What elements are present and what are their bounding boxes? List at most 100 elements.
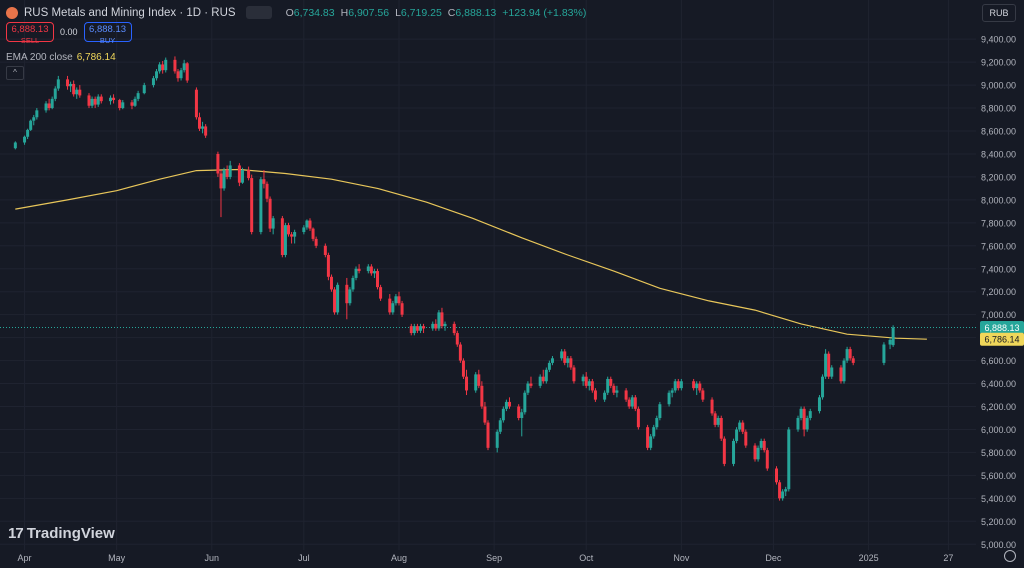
spread-value: 0.00 <box>60 27 78 37</box>
candle-down <box>851 358 855 363</box>
candle-up <box>142 85 146 94</box>
candle-down <box>326 254 330 277</box>
candle-up <box>155 71 159 79</box>
candle-up <box>418 326 422 331</box>
candle-up <box>756 447 760 460</box>
trade-buttons: 6,888.13 SELL 0.00 6,888.13 BUY <box>6 22 132 45</box>
candle-up <box>581 376 585 382</box>
candle-down <box>612 385 616 393</box>
candle-up <box>830 367 834 377</box>
candle-down <box>287 225 291 235</box>
symbol-title[interactable]: RUS Metals and Mining Index · 1D · RUS <box>24 6 236 19</box>
candle-down <box>333 289 337 313</box>
sell-button[interactable]: 6,888.13 SELL <box>6 22 54 45</box>
ema-legend-label: EMA 200 close <box>6 52 73 63</box>
candle-down <box>290 234 294 237</box>
candle-down <box>590 381 594 391</box>
candle-down <box>118 100 122 109</box>
candle-down <box>827 353 831 377</box>
candle-down <box>477 374 481 386</box>
y-tick-label: 8,800.00 <box>981 104 1016 114</box>
candle-down <box>762 440 766 451</box>
candle-down <box>397 296 401 304</box>
candle-up <box>799 408 803 418</box>
candle-up <box>566 358 570 363</box>
candle-up <box>547 362 551 370</box>
candle-down <box>452 323 456 334</box>
candle-up <box>670 390 674 393</box>
x-tick-label: Dec <box>765 553 782 563</box>
candle-up <box>158 64 162 72</box>
candle-down <box>237 165 241 183</box>
candle-down <box>204 126 208 136</box>
candle-up <box>658 404 662 418</box>
candle-up <box>474 374 478 391</box>
currency-selector[interactable]: RUB <box>982 4 1016 22</box>
candle-up <box>366 266 370 272</box>
candle-up <box>882 344 886 363</box>
tradingview-logo[interactable]: 17 TradingView <box>8 525 115 542</box>
candle-down <box>458 344 462 361</box>
candle-up <box>351 277 355 290</box>
candle-up <box>69 83 73 87</box>
candle-down <box>741 422 745 432</box>
candle-up <box>817 397 821 412</box>
x-tick-label: Jun <box>205 553 220 563</box>
candle-up <box>808 411 812 418</box>
candle-up <box>75 89 79 95</box>
candle-up <box>283 225 287 255</box>
ema-price-tag-bg <box>980 332 1024 346</box>
y-tick-label: 7,800.00 <box>981 218 1016 228</box>
candle-up <box>26 129 30 137</box>
candle-down <box>633 397 637 409</box>
chart-settings-icon[interactable] <box>1004 550 1016 562</box>
candle-down <box>710 399 714 414</box>
last-price-tag: 6,888.13 <box>984 323 1019 333</box>
candle-up <box>437 312 441 329</box>
sell-price: 6,888.13 <box>11 24 49 35</box>
y-tick-label: 5,200.00 <box>981 517 1016 527</box>
candle-down <box>197 117 201 129</box>
candle-up <box>821 376 825 398</box>
y-tick-label: 5,400.00 <box>981 494 1016 504</box>
x-tick-label: Apr <box>18 553 32 563</box>
candle-up <box>504 401 508 409</box>
collapse-legend-button[interactable]: ^ <box>6 66 24 80</box>
candle-down <box>66 79 70 87</box>
candle-down <box>744 431 748 446</box>
candle-down <box>507 401 511 407</box>
candle-up <box>560 351 564 359</box>
candle-down <box>93 98 97 105</box>
price-axis[interactable]: 5,000.00 5,200.00 5,400.00 5,600.00 5,800.00… <box>980 35 1024 550</box>
y-tick-label: 6,200.00 <box>981 402 1016 412</box>
candle-up <box>630 397 634 407</box>
candle-up <box>845 349 849 361</box>
x-tick-label: May <box>108 553 126 563</box>
candle-down <box>161 64 165 71</box>
candle-down <box>541 376 545 382</box>
candle-down <box>268 198 272 229</box>
time-axis[interactable]: Apr May Jun Jul Aug Sep Oct Nov Dec 2025 27 <box>18 553 954 563</box>
candle-up <box>716 417 720 425</box>
candle-up <box>796 417 800 430</box>
candle-up <box>23 136 27 143</box>
candle-down <box>627 399 631 407</box>
candle-down <box>422 326 426 329</box>
candle-up <box>222 170 226 189</box>
candle-up <box>679 381 683 389</box>
candle-down <box>216 153 220 174</box>
ema-legend-value: 6,786.14 <box>76 52 116 63</box>
legend-controls-icon[interactable] <box>245 6 272 19</box>
candle-down <box>719 417 723 439</box>
y-tick-label: 5,600.00 <box>981 471 1016 481</box>
candle-down <box>624 390 628 400</box>
candle-up <box>29 120 33 130</box>
candle-down <box>400 303 404 315</box>
buy-button[interactable]: 6,888.13 BUY <box>83 22 132 45</box>
candle-down <box>775 468 779 483</box>
candle-down <box>440 312 444 327</box>
candle-up <box>735 429 739 441</box>
candle-up <box>90 98 94 106</box>
ema-legend[interactable]: EMA 200 close 6,786.14 <box>6 52 116 63</box>
